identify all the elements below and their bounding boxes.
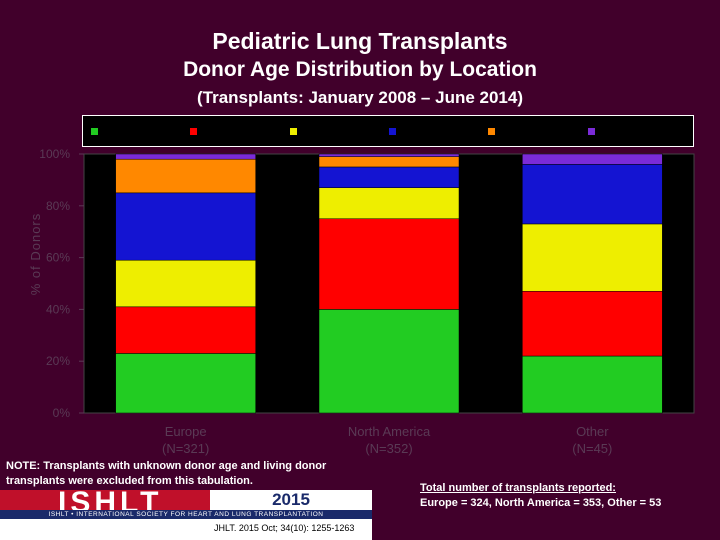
chart-title: Pediatric Lung Transplants <box>212 28 508 54</box>
bar-segment <box>115 192 256 261</box>
x-count-label: (N=45) <box>572 441 612 456</box>
bar-segment <box>318 166 460 188</box>
ishlt-logo: ISHLT 2015 ISHLT • INTERNATIONAL SOCIETY… <box>0 486 372 540</box>
bar-segment <box>115 153 256 160</box>
bar-segment <box>115 353 256 414</box>
bar-segment <box>318 156 460 168</box>
y-tick-label: 80% <box>46 199 70 213</box>
x-tick-label: North America <box>348 424 431 439</box>
chart-period: (Transplants: January 2008 – June 2014) <box>197 88 523 107</box>
bar-segment <box>522 291 663 357</box>
ishlt-year: 2015 <box>272 490 310 509</box>
legend-swatch <box>389 128 396 135</box>
bar-segment <box>318 187 460 219</box>
bar-segment <box>522 223 663 292</box>
bar-segment <box>318 153 460 157</box>
legend-swatch <box>91 128 98 135</box>
x-count-label: (N=321) <box>162 441 209 456</box>
bar-segment <box>522 153 663 165</box>
y-axis-label: % of Donors <box>28 212 43 296</box>
y-tick-label: 40% <box>46 302 70 316</box>
x-tick-label: Europe <box>165 424 207 439</box>
x-count-label: (N=352) <box>365 441 412 456</box>
bar-segment <box>318 218 460 310</box>
chart-legend <box>82 115 694 147</box>
legend-swatch <box>587 128 595 135</box>
legend-swatch <box>190 128 198 135</box>
journal-citation: JHLT. 2015 Oct; 34(10): 1255-1263 <box>214 523 355 533</box>
y-tick-label: 0% <box>53 406 71 420</box>
y-tick-label: 20% <box>46 354 70 368</box>
legend-swatch <box>488 128 496 135</box>
bar-segment <box>115 306 256 354</box>
ishlt-society-band: ISHLT • INTERNATIONAL SOCIETY FOR HEART … <box>0 510 372 519</box>
totals-block: Total number of transplants reported: Eu… <box>420 481 720 511</box>
totals-heading: Total number of transplants reported: <box>420 482 616 494</box>
x-tick-label: Other <box>576 424 609 439</box>
y-tick-label: 100% <box>39 147 70 161</box>
chart-subtitle: Donor Age Distribution by Location <box>183 58 537 81</box>
legend-swatch <box>289 128 297 135</box>
bar-segment <box>318 309 460 414</box>
bar-segment <box>522 355 663 414</box>
bar-segment <box>522 164 663 225</box>
exclusion-note: NOTE: Transplants with unknown donor age… <box>6 460 327 487</box>
bar-segment <box>115 158 256 194</box>
y-tick-label: 60% <box>46 251 70 265</box>
totals-text: Europe = 324, North America = 353, Other… <box>420 497 662 509</box>
bar-segment <box>115 259 256 308</box>
